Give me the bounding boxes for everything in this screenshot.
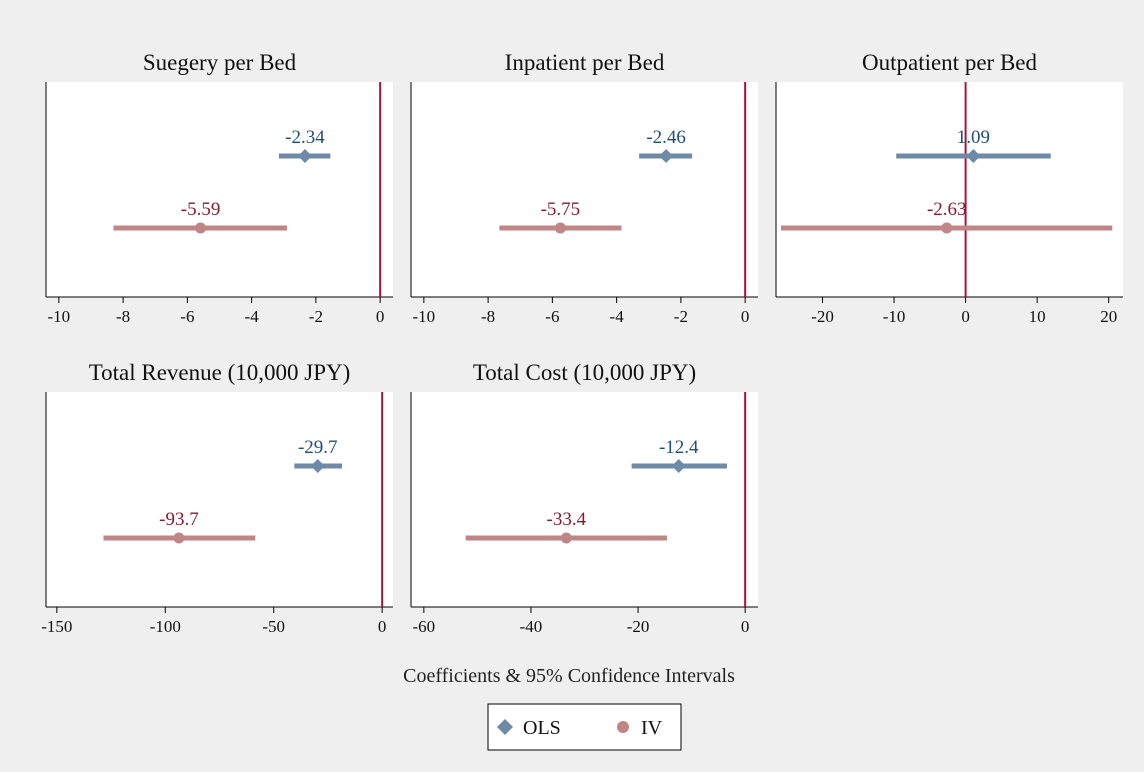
series-iv: -5.59: [113, 199, 287, 234]
panel-suegery-per-bed: Suegery per Bed -10 -8 -6 -4 -2 0 -2.34 -5.59: [45, 50, 393, 326]
x-tick-label: 10: [1029, 307, 1046, 326]
plot-area: [411, 82, 758, 297]
x-tick-label: 20: [1100, 307, 1117, 326]
x-tick-label: -40: [520, 617, 543, 636]
x-tick-label: 0: [741, 307, 750, 326]
panels: Suegery per Bed-10 -8 -6 -4 -2 0-2.34-5.59Inp…: [41, 50, 1123, 636]
panel-total-cost-10-000-jpy: Total Cost (10,000 JPY) -60 -40 -20 0 -12.4 -3…: [410, 360, 758, 636]
x-tick-label: -100: [150, 617, 181, 636]
x-tick-label: -2: [674, 307, 688, 326]
panel-inpatient-per-bed: Inpatient per Bed -10 -8 -6 -4 -2 0 -2.46 -5.75: [410, 50, 758, 326]
x-tick-label: -8: [116, 307, 130, 326]
data-label-ols: -12.4: [659, 437, 699, 458]
x-tick-label: -20: [627, 617, 650, 636]
point-estimate-iv: [554, 222, 566, 234]
x-tick-label: -10: [48, 307, 71, 326]
legend: OLS IV: [487, 703, 682, 751]
data-label-iv: -33.4: [547, 509, 587, 530]
panel-title: Suegery per Bed: [143, 50, 297, 75]
x-tick-label: -20: [811, 307, 834, 326]
series-ols: -12.4: [631, 437, 727, 473]
data-label-ols: -29.7: [298, 437, 338, 458]
point-estimate-ols: [671, 458, 686, 473]
series-iv: -33.4: [465, 509, 667, 544]
data-label-ols: -2.34: [285, 127, 325, 148]
panel-outpatient-per-bed: Outpatient per Bed -20 -10 0 10 20 1.09 -2.63: [775, 50, 1123, 326]
plot-area: [46, 392, 393, 607]
data-label-ols: -2.46: [646, 127, 686, 148]
series-ols: -29.7: [294, 437, 343, 473]
x-tick-label: -60: [413, 617, 436, 636]
plot-area: [411, 392, 758, 607]
legend-label: OLS: [523, 717, 561, 739]
point-estimate-iv: [560, 532, 572, 544]
x-tick-label: -10: [413, 307, 436, 326]
x-tick-label: -6: [180, 307, 194, 326]
panel-title: Inpatient per Bed: [505, 50, 665, 75]
data-label-iv: -5.59: [181, 199, 221, 220]
legend-label: IV: [641, 717, 663, 739]
point-estimate-iv: [195, 222, 207, 234]
point-estimate-ols: [966, 148, 981, 163]
data-label-iv: -5.75: [541, 199, 581, 220]
x-tick-label: -4: [610, 307, 625, 326]
data-label-iv: -2.63: [927, 199, 967, 220]
panel-title: Total Revenue (10,000 JPY): [89, 360, 351, 385]
x-tick-label: 0: [961, 307, 970, 326]
x-tick-label: -4: [245, 307, 260, 326]
legend-marker-circle: [617, 721, 629, 733]
series-ols: -2.34: [278, 127, 331, 163]
point-estimate-iv: [173, 532, 185, 544]
x-tick-label: 0: [741, 617, 750, 636]
x-tick-label: 0: [378, 617, 387, 636]
point-estimate-iv: [941, 222, 953, 234]
plot-area: [776, 82, 1123, 297]
point-estimate-ols: [310, 458, 325, 473]
data-label-ols: 1.09: [957, 127, 990, 148]
point-estimate-ols: [297, 148, 312, 163]
legend-item-iv: IV: [617, 717, 663, 739]
series-iv: -5.75: [499, 199, 622, 234]
x-tick-label: -6: [545, 307, 559, 326]
plot-area: [46, 82, 393, 297]
panel-title: Total Cost (10,000 JPY): [473, 360, 696, 385]
x-tick-label: -2: [309, 307, 323, 326]
point-estimate-ols: [659, 148, 674, 163]
series-ols: 1.09: [896, 127, 1051, 163]
x-axis-title: Coefficients & 95% Confidence Intervals: [403, 665, 735, 687]
series-iv: -93.7: [103, 509, 256, 544]
data-label-iv: -93.7: [159, 509, 199, 530]
x-tick-label: 0: [376, 307, 385, 326]
x-tick-label: -8: [481, 307, 495, 326]
panel-title: Outpatient per Bed: [862, 50, 1038, 75]
panel-total-revenue-10-000-jpy: Total Revenue (10,000 JPY) -150 -100 -50 0 -2…: [41, 360, 393, 636]
x-tick-label: -50: [262, 617, 285, 636]
series-iv: -2.63: [781, 199, 1113, 234]
legend-marker-diamond: [497, 719, 513, 735]
series-ols: -2.46: [639, 127, 693, 163]
x-tick-label: -10: [883, 307, 906, 326]
legend-item-ols: OLS: [497, 717, 561, 739]
legend-box: [487, 703, 682, 751]
x-tick-label: -150: [41, 617, 72, 636]
